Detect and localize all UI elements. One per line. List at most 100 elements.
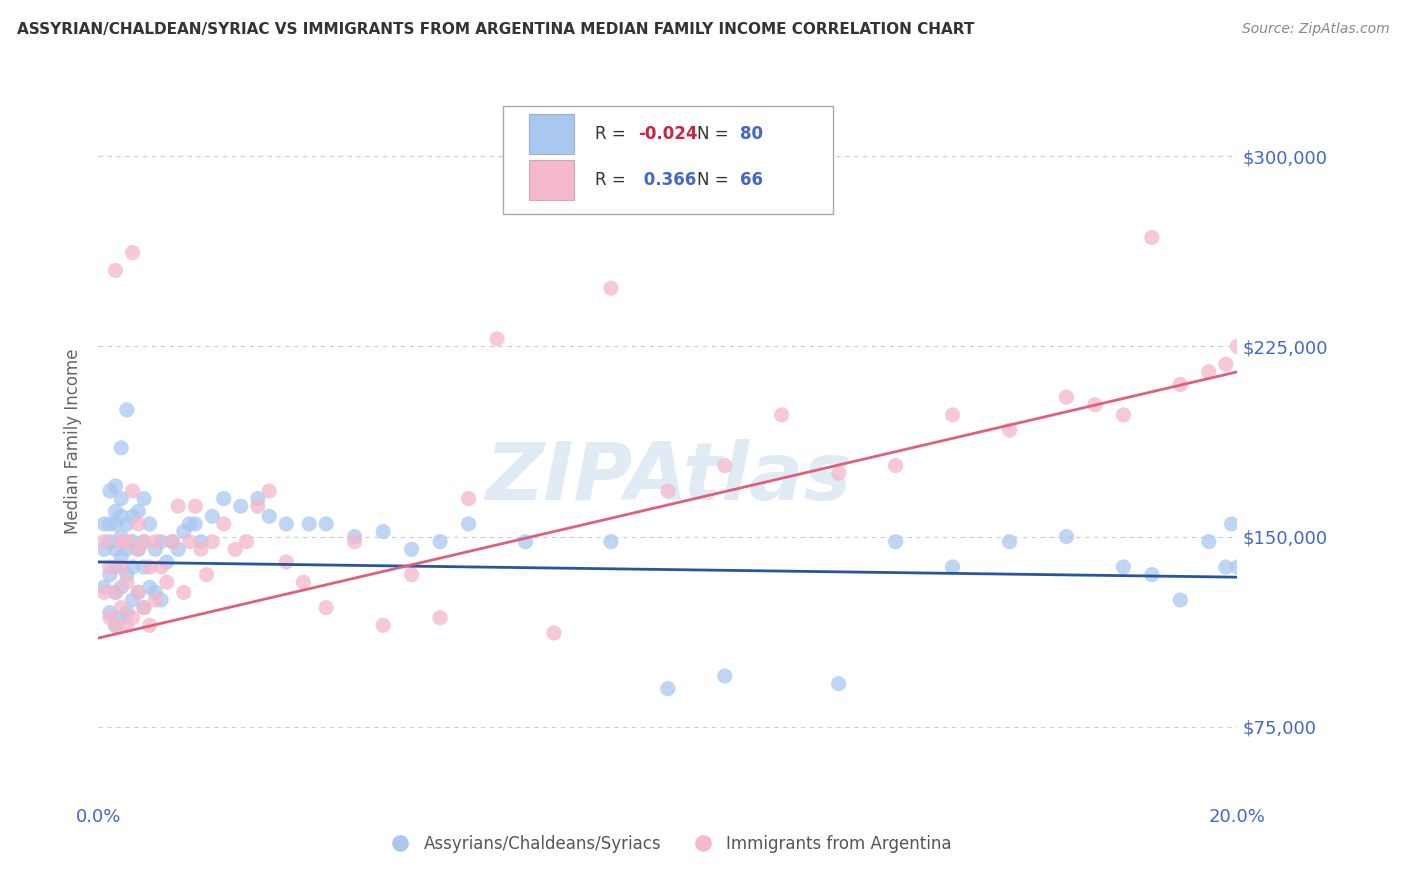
Point bbox=[315, 600, 337, 615]
Text: R =: R = bbox=[595, 125, 631, 143]
Point bbox=[229, 499, 252, 513]
Point bbox=[110, 534, 132, 549]
Point bbox=[600, 534, 623, 549]
Point bbox=[110, 441, 132, 455]
Point bbox=[93, 580, 115, 594]
Point bbox=[1112, 560, 1135, 574]
Point bbox=[184, 499, 207, 513]
Point bbox=[429, 611, 451, 625]
Point bbox=[138, 560, 160, 574]
Point bbox=[145, 585, 167, 599]
Point bbox=[343, 534, 366, 549]
Point bbox=[1220, 516, 1243, 531]
Point bbox=[179, 534, 201, 549]
Point bbox=[998, 423, 1021, 437]
Point bbox=[121, 611, 143, 625]
Point bbox=[315, 516, 337, 531]
Point bbox=[93, 516, 115, 531]
Point bbox=[246, 491, 269, 506]
Point bbox=[657, 681, 679, 696]
Point bbox=[1226, 560, 1249, 574]
Text: N =: N = bbox=[697, 171, 734, 189]
Point bbox=[246, 499, 269, 513]
Point bbox=[104, 560, 127, 574]
Point bbox=[184, 516, 207, 531]
Point bbox=[298, 516, 321, 531]
Point bbox=[515, 534, 537, 549]
Point bbox=[657, 483, 679, 498]
Point bbox=[127, 504, 149, 518]
Point bbox=[714, 458, 737, 473]
Y-axis label: Median Family Income: Median Family Income bbox=[65, 349, 83, 534]
Point bbox=[457, 516, 479, 531]
Point bbox=[98, 611, 121, 625]
FancyBboxPatch shape bbox=[503, 105, 832, 214]
Point bbox=[486, 332, 509, 346]
Text: ASSYRIAN/CHALDEAN/SYRIAC VS IMMIGRANTS FROM ARGENTINA MEDIAN FAMILY INCOME CORRE: ASSYRIAN/CHALDEAN/SYRIAC VS IMMIGRANTS F… bbox=[17, 22, 974, 37]
Text: Source: ZipAtlas.com: Source: ZipAtlas.com bbox=[1241, 22, 1389, 37]
Point bbox=[1170, 377, 1192, 392]
Point bbox=[121, 560, 143, 574]
Point bbox=[138, 618, 160, 632]
Point bbox=[93, 585, 115, 599]
Point bbox=[98, 560, 121, 574]
Text: 0.366: 0.366 bbox=[638, 171, 696, 189]
Point bbox=[998, 534, 1021, 549]
Point bbox=[150, 560, 173, 574]
Point bbox=[212, 491, 235, 506]
Point bbox=[145, 534, 167, 549]
Point bbox=[1215, 357, 1237, 371]
Point bbox=[115, 402, 138, 417]
Point bbox=[110, 530, 132, 544]
Point bbox=[115, 606, 138, 620]
Point bbox=[110, 580, 132, 594]
Point bbox=[104, 585, 127, 599]
Point bbox=[429, 534, 451, 549]
Point bbox=[156, 575, 179, 590]
Point bbox=[190, 542, 212, 557]
Point bbox=[104, 504, 127, 518]
Point bbox=[115, 516, 138, 531]
Point bbox=[942, 560, 965, 574]
Point bbox=[1112, 408, 1135, 422]
Point bbox=[115, 618, 138, 632]
Point bbox=[115, 575, 138, 590]
Point bbox=[401, 542, 423, 557]
Point bbox=[457, 491, 479, 506]
Point bbox=[98, 534, 121, 549]
Point bbox=[156, 555, 179, 569]
Point bbox=[1056, 530, 1078, 544]
Point bbox=[942, 408, 965, 422]
Point bbox=[138, 516, 160, 531]
Point bbox=[828, 676, 851, 690]
Point bbox=[132, 491, 155, 506]
Point bbox=[110, 509, 132, 524]
Point bbox=[401, 567, 423, 582]
FancyBboxPatch shape bbox=[529, 161, 575, 200]
Point bbox=[115, 542, 138, 557]
Point bbox=[121, 534, 143, 549]
Point bbox=[167, 542, 190, 557]
Point bbox=[132, 560, 155, 574]
Point bbox=[93, 534, 115, 549]
Point bbox=[127, 542, 149, 557]
Point bbox=[115, 567, 138, 582]
Point bbox=[173, 585, 195, 599]
Point bbox=[600, 281, 623, 295]
Point bbox=[162, 534, 184, 549]
Point bbox=[1140, 567, 1163, 582]
Point bbox=[150, 534, 173, 549]
Text: -0.024: -0.024 bbox=[638, 125, 697, 143]
FancyBboxPatch shape bbox=[529, 114, 575, 153]
Point bbox=[104, 585, 127, 599]
Text: 66: 66 bbox=[740, 171, 762, 189]
Point bbox=[127, 585, 149, 599]
Point bbox=[121, 483, 143, 498]
Point bbox=[173, 524, 195, 539]
Point bbox=[1084, 398, 1107, 412]
Point bbox=[162, 534, 184, 549]
Point bbox=[138, 580, 160, 594]
Text: R =: R = bbox=[595, 171, 631, 189]
Point bbox=[235, 534, 257, 549]
Text: ZIPAtlas: ZIPAtlas bbox=[485, 439, 851, 516]
